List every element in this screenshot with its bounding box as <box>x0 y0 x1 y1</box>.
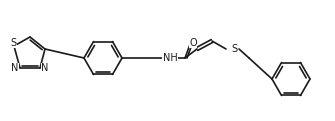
Text: NH: NH <box>162 53 177 63</box>
Text: N: N <box>41 63 49 73</box>
Text: S: S <box>10 38 16 48</box>
Text: S: S <box>231 44 237 54</box>
Text: N: N <box>11 63 19 73</box>
Text: O: O <box>189 38 197 48</box>
